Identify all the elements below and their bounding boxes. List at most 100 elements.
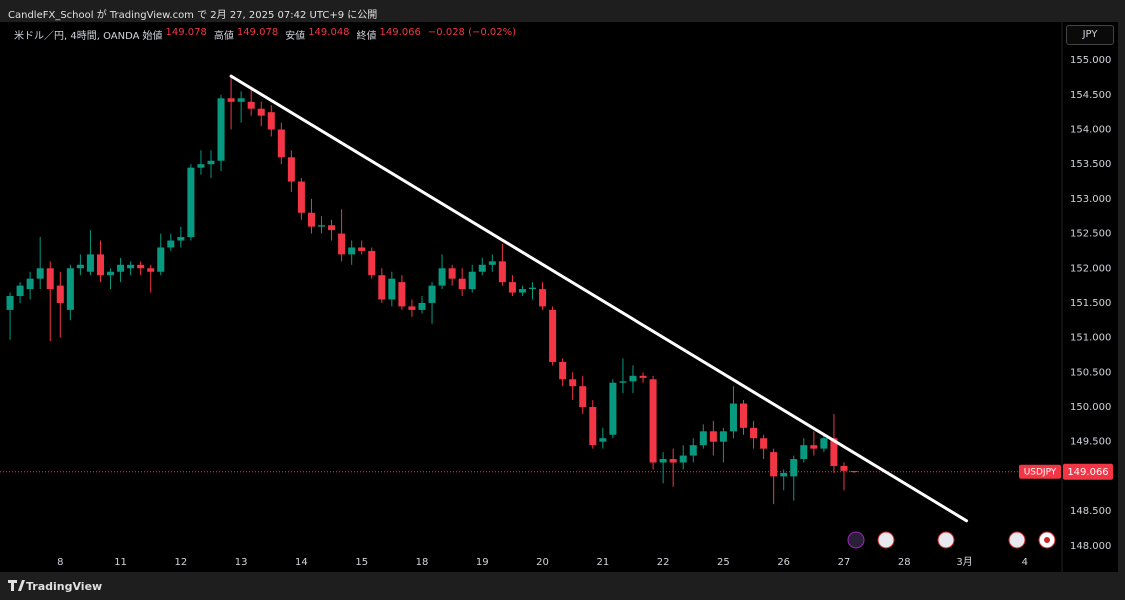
candle-body (579, 386, 587, 408)
trendline (229, 74, 969, 523)
candle-body (217, 98, 225, 161)
ohlc-label: 安値 (285, 31, 306, 42)
x-tick-label: 27 (838, 557, 851, 568)
candle-body (729, 403, 737, 432)
candle-body (669, 459, 677, 463)
candle-body (528, 287, 537, 290)
candle-body (770, 452, 778, 477)
candle-body (307, 212, 315, 227)
x-tick-label: 20 (536, 557, 549, 568)
price-tag (1063, 463, 1113, 480)
candle-body (719, 431, 727, 442)
candle-body (709, 431, 717, 442)
candle-body (760, 438, 768, 449)
candle-body (810, 445, 818, 449)
symbol-tag-label: USDJPY (1024, 467, 1057, 477)
ohlc-value: 149.066 (379, 27, 421, 38)
candle-body (328, 225, 336, 231)
candle-body (76, 264, 84, 269)
event-icon[interactable] (877, 531, 895, 549)
event-icon[interactable] (1008, 531, 1026, 549)
candle-body (167, 240, 175, 248)
candle-body (699, 431, 707, 446)
candle-body (46, 268, 54, 290)
x-tick-label: 8 (57, 557, 63, 568)
ohlc-label: 高値 (213, 31, 234, 42)
candle-body (830, 438, 838, 466)
y-tick-label: 150.000 (1070, 402, 1111, 413)
candle-body (438, 268, 446, 286)
y-tick-label: 151.000 (1070, 333, 1111, 344)
symbol: 米ドル／円, 4時間, OANDA (14, 31, 140, 42)
candle-body (408, 306, 416, 310)
candle-body (609, 382, 617, 435)
candle-body (157, 247, 165, 272)
candle-body (599, 438, 607, 442)
candle-body (56, 285, 64, 303)
candle-body (36, 268, 44, 279)
candle-body (287, 157, 295, 182)
candle-body (800, 445, 808, 460)
y-tick-label: 154.500 (1070, 90, 1111, 101)
candle-body (398, 282, 406, 307)
candle-body (739, 403, 748, 428)
x-tick-label: 12 (174, 557, 187, 568)
candle-body (659, 459, 667, 463)
candle-body (790, 459, 798, 477)
candle-body (277, 129, 285, 158)
x-tick-label: 3月 (956, 556, 972, 568)
candle-body (478, 264, 486, 272)
candle-body (86, 254, 94, 272)
x-tick-label: 14 (295, 557, 308, 568)
candle-body (358, 247, 366, 251)
candle-body (16, 285, 24, 297)
candle-body (820, 438, 828, 449)
candle-body (629, 375, 637, 382)
candle-body (840, 465, 848, 471)
candle-body (619, 381, 627, 383)
candle-body (227, 98, 235, 102)
change: −0.028 (−0.02%) (427, 27, 517, 38)
event-icons (847, 531, 1056, 549)
currency-button[interactable]: JPY (1066, 25, 1114, 45)
candle-body (378, 275, 386, 300)
y-tick-label: 149.500 (1070, 437, 1111, 448)
candle-body (639, 375, 647, 378)
x-tick-label: 19 (476, 557, 489, 568)
candle-body (187, 167, 195, 238)
candle-body (117, 264, 125, 272)
x-tick-label: 21 (596, 557, 609, 568)
x-tick-label: 26 (777, 557, 790, 568)
y-tick-label: 152.500 (1070, 229, 1111, 240)
candle-body (6, 296, 14, 310)
candle-body (207, 160, 215, 165)
y-tick-label: 155.000 (1070, 55, 1111, 66)
event-icon[interactable] (937, 531, 955, 549)
candle-body (458, 278, 466, 290)
x-tick-label: 22 (657, 557, 670, 568)
x-tick-label: 28 (898, 557, 911, 568)
candle-body (488, 261, 496, 265)
candle-body (750, 427, 758, 439)
event-icon[interactable] (847, 531, 865, 549)
x-tick-label: 18 (416, 557, 429, 568)
candle-body (137, 264, 145, 269)
y-tick-label: 150.500 (1070, 367, 1111, 378)
ohlc-label: 始値 (142, 31, 163, 42)
y-tick-label: 153.000 (1070, 194, 1111, 205)
candle-body (559, 361, 567, 380)
candle-body (518, 289, 526, 293)
y-tick-label: 148.000 (1070, 541, 1111, 552)
candle-body (107, 271, 115, 276)
candle-body (267, 112, 275, 130)
price-tag-label: 149.066 (1067, 467, 1108, 478)
candle-body (368, 250, 376, 276)
candle-body (549, 309, 557, 362)
ohlc-value: 149.078 (165, 27, 207, 38)
chart-panel (0, 22, 1118, 572)
candle-body (257, 108, 265, 116)
x-tick-label: 13 (235, 557, 248, 568)
candle-body (197, 164, 205, 168)
